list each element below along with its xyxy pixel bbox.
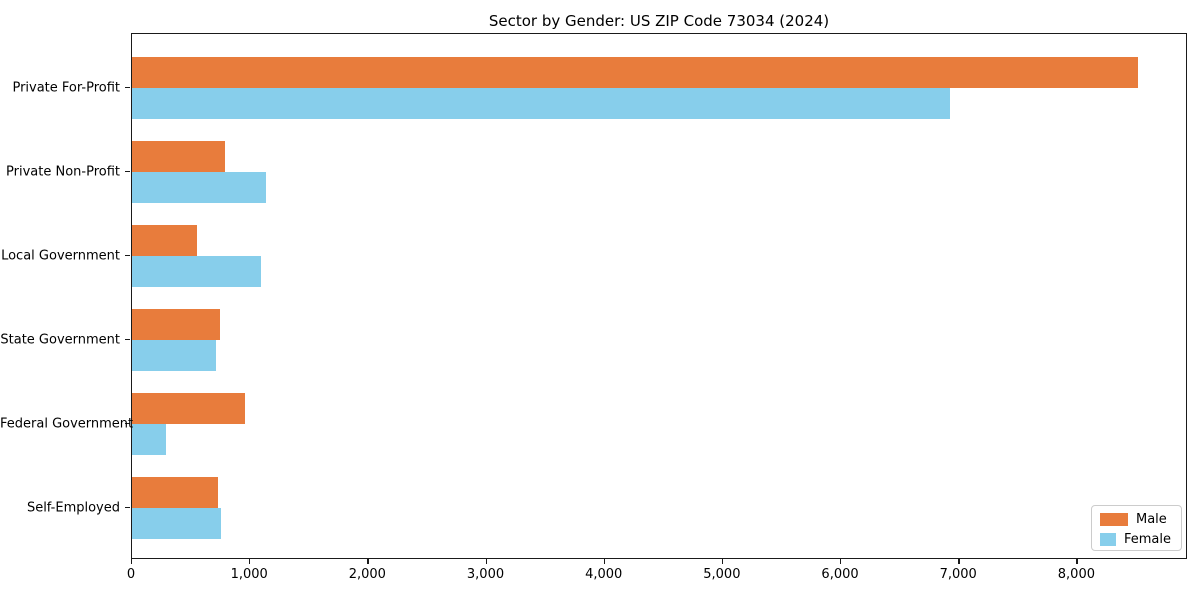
x-tick-label-3000: 3,000 [466, 567, 505, 582]
y-tick-federal-government [125, 423, 130, 425]
x-tick-label-5000: 5,000 [703, 567, 741, 582]
category-label-private-for-profit: Private For-Profit [12, 80, 120, 96]
legend-item-female: Female [1100, 532, 1171, 547]
bar-male-state-government [132, 309, 220, 340]
x-tick-0 [131, 559, 133, 564]
bar-female-self-employed [132, 508, 221, 539]
legend-item-male: Male [1100, 512, 1171, 527]
x-tick-label-4000: 4,000 [585, 567, 623, 582]
x-tick-6000 [840, 559, 842, 564]
bar-female-private-for-profit [132, 88, 950, 119]
x-tick-7000 [958, 559, 960, 564]
bar-female-state-government [132, 340, 216, 371]
bar-male-local-government [132, 225, 197, 256]
category-label-local-government: Local Government [1, 248, 120, 264]
legend: Male Female [1091, 505, 1182, 551]
y-tick-self-employed [125, 507, 130, 509]
bar-male-federal-government [132, 393, 245, 424]
bar-male-private-for-profit [132, 57, 1138, 88]
x-tick-5000 [721, 559, 724, 564]
x-tick-label-6000: 6,000 [821, 567, 859, 582]
y-tick-local-government [125, 255, 130, 257]
bar-female-local-government [132, 256, 261, 287]
x-tick-1000 [249, 559, 251, 564]
y-tick-private-for-profit [125, 87, 130, 89]
bar-male-self-employed [132, 477, 218, 508]
y-tick-private-non-profit [125, 171, 130, 173]
x-tick-label-0: 0 [126, 567, 136, 582]
female-legend-swatch [1100, 533, 1116, 546]
category-label-self-employed: Self-Employed [26, 500, 120, 516]
x-tick-2000 [367, 559, 369, 564]
x-tick-label-8000: 8,000 [1057, 567, 1095, 582]
x-tick-label-7000: 7,000 [939, 567, 977, 582]
category-label-federal-government: Federal Government [0, 416, 134, 432]
bar-male-private-non-profit [132, 141, 225, 172]
category-label-state-government: State Government [0, 332, 120, 348]
y-tick-state-government [125, 339, 130, 341]
plot-area [131, 33, 1187, 559]
x-tick-3000 [485, 559, 487, 564]
category-label-private-non-profit: Private Non-Profit [6, 164, 120, 180]
chart-title: Sector by Gender: US ZIP Code 73034 (202… [488, 12, 830, 30]
x-tick-8000 [1076, 559, 1078, 564]
male-legend-swatch [1100, 513, 1128, 526]
x-tick-4000 [603, 559, 605, 564]
bar-female-federal-government [132, 424, 166, 455]
x-tick-label-1000: 1,000 [230, 567, 268, 582]
male-legend-label: Male [1136, 512, 1167, 527]
x-tick-label-2000: 2,000 [348, 567, 386, 582]
female-legend-label: Female [1123, 532, 1171, 547]
bar-female-private-non-profit [132, 172, 266, 203]
